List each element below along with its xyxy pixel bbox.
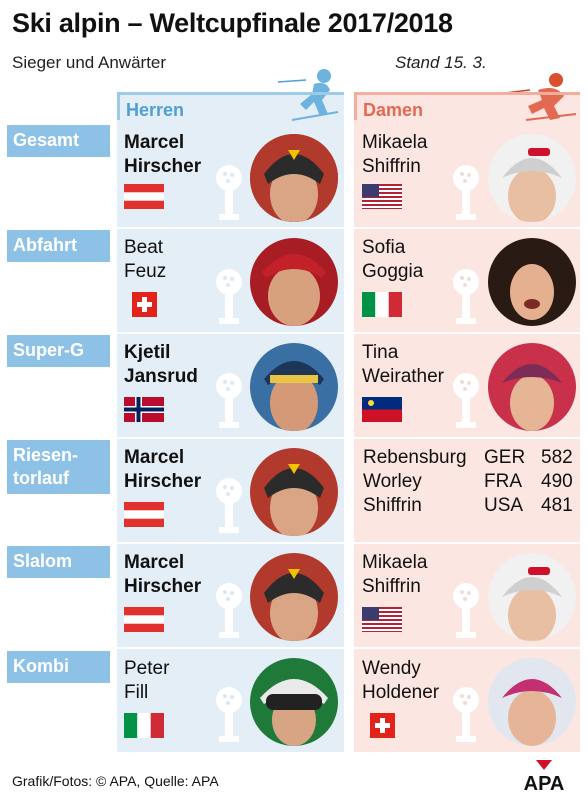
liechtenstein-flag-icon [362,397,402,422]
category-gesamt: Gesamt [7,125,110,157]
herren-gesamt-name: Marcel Hirscher [124,132,202,177]
category-slalom: Slalom [7,546,110,578]
italy-flag-icon [124,713,164,738]
herren-header: Herren [117,92,344,120]
portrait-tina-weirather [488,343,576,431]
crystal-globe-icon [453,687,479,742]
portrait-wendy-holdener [488,658,576,746]
crystal-globe-icon [216,687,242,742]
damen-super-g-name: Tina Weirather [362,342,445,387]
italy-flag-icon [362,292,402,317]
crystal-globe-icon [216,583,242,638]
category-label-line2: torlauf [13,468,69,488]
austria-flag-icon [124,502,164,527]
portrait-marcel-hirscher [250,448,338,536]
herren-slalom-name: Marcel Hirscher [124,552,202,597]
row-divider [117,647,580,649]
category-abfahrt: Abfahrt [7,230,110,262]
svg-text:APA: APA [524,773,565,792]
portrait-mikaela-shiffrin [488,553,576,641]
row-divider [117,542,580,544]
portrait-peter-fill [250,658,338,746]
damen-abfahrt-name: Sofia Goggia [362,237,424,282]
portrait-kjetil-jansrud [250,343,338,431]
row-divider [117,332,580,334]
category-kombi: Kombi [7,651,110,683]
date-note: Stand 15. 3. [395,53,487,72]
portrait-beat-feuz [250,238,338,326]
portrait-marcel-hirscher [250,134,338,222]
crystal-globe-icon [453,165,479,220]
page-title: Ski alpin – Weltcupfinale 2017/2018 [12,8,453,38]
male-skier-icon [278,69,339,121]
herren-abfahrt-name: Beat Feuz [124,237,167,282]
crystal-globe-icon [453,583,479,638]
damen-gesamt-name: Mikaela Shiffrin [362,132,428,177]
crystal-globe-icon [453,373,479,428]
damen-kombi-name: Wendy Holdener [362,658,440,703]
austria-flag-icon [124,607,164,632]
standing-name: Shiffrin [363,495,422,516]
crystal-globe-icon [216,373,242,428]
portrait-sofia-goggia [488,238,576,326]
norway-flag-icon [124,397,164,422]
crystal-globe-icon [216,269,242,324]
crystal-globe-icon [216,478,242,533]
crystal-globe-icon [453,269,479,324]
category-label-line1: Riesen- [13,445,79,465]
apa-logo: APA [524,760,565,792]
category-super-g: Super-G [7,335,110,367]
standing-points: 582 [541,447,573,468]
damen-slalom-name: Mikaela Shiffrin [362,552,428,597]
category-riesentorlauf: Riesen- torlauf [7,440,110,494]
usa-flag-icon [362,607,402,632]
herren-super-g-name: Kjetil Jansrud [124,342,198,387]
crystal-globe-icon [216,165,242,220]
usa-flag-icon [362,184,402,209]
switzerland-flag-icon [132,292,157,317]
row-divider [117,437,580,439]
credits: Grafik/Fotos: © APA, Quelle: APA [12,773,219,789]
standing-name: Rebensburg [363,447,467,468]
portrait-mikaela-shiffrin [488,134,576,222]
standing-nation: USA [484,495,524,516]
standing-points: 490 [541,471,573,492]
standing-name: Worley [363,471,422,492]
portrait-marcel-hirscher [250,553,338,641]
subtitle: Sieger und Anwärter [12,53,167,72]
herren-riesentorlauf-name: Marcel Hirscher [124,447,202,492]
damen-header: Damen [354,92,580,120]
row-divider [117,227,580,229]
standing-points: 481 [541,495,573,516]
switzerland-flag-icon [370,713,395,738]
herren-kombi-name: Peter Fill [124,658,170,703]
standing-nation: GER [484,447,526,468]
austria-flag-icon [124,184,164,209]
standing-nation: FRA [484,471,522,492]
